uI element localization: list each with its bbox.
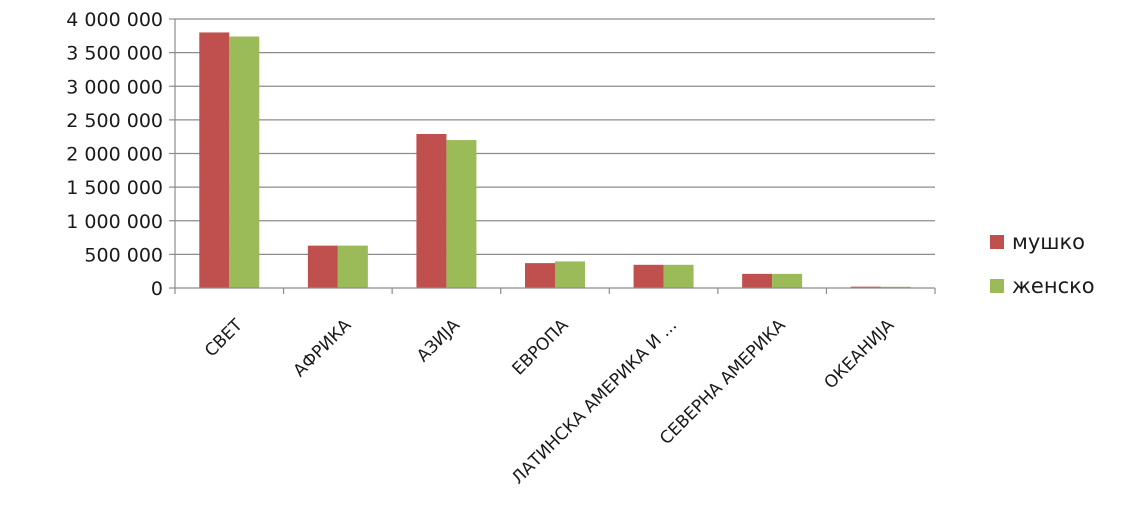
bar-мушко-2 — [416, 133, 447, 288]
bar-мушко-0 — [199, 32, 230, 289]
axis-labels: 0 500 000 1 000 000 1 500 000 2 000 000 2 500… — [66, 9, 898, 488]
x-tick-label: ЕВРОПА — [509, 315, 573, 379]
legend-swatch-0 — [990, 235, 1004, 249]
legend: мушко женско — [990, 230, 1095, 298]
y-tick-label: 4 000 000 — [66, 9, 163, 31]
bar-мушко-1 — [307, 245, 338, 288]
y-tick-label: 0 — [151, 278, 163, 300]
y-tick-label: 500 000 — [84, 244, 163, 266]
y-tick-label: 1 500 000 — [66, 177, 163, 199]
bar-женско-1 — [337, 245, 368, 288]
bar-женско-3 — [555, 261, 585, 288]
bar-женско-4 — [663, 264, 694, 288]
gridlines — [175, 18, 935, 255]
x-tick-label: СВЕТ — [201, 315, 247, 361]
bar-женско-5 — [772, 273, 803, 288]
bar-мушко-4 — [633, 264, 664, 288]
bar-мушко-5 — [742, 273, 773, 288]
axes — [169, 18, 936, 294]
legend-label: женско — [1012, 274, 1095, 298]
bar-женско-2 — [446, 140, 477, 288]
bar-мушко-6 — [850, 286, 881, 288]
x-tick-label: АФРИКА — [290, 315, 356, 381]
y-tick-label: 3 000 000 — [66, 76, 163, 98]
x-tick-label: СЕВЕРНА АМЕРИКА — [656, 315, 790, 449]
bar-женско-6 — [880, 286, 911, 288]
y-tick-label: 2 000 000 — [66, 144, 163, 166]
x-tick-label: АЗИЈА — [413, 315, 464, 366]
bars — [199, 32, 911, 289]
bar-женско-0 — [229, 36, 260, 288]
y-tick-label: 2 500 000 — [66, 110, 163, 132]
legend-label: мушко — [1012, 230, 1085, 254]
y-tick-label: 1 000 000 — [66, 211, 163, 233]
x-tick-label: ОКЕАНИЈА — [820, 315, 898, 393]
y-tick-label: 3 500 000 — [66, 43, 163, 65]
bar-мушко-3 — [525, 263, 555, 288]
legend-swatch-1 — [990, 279, 1004, 293]
